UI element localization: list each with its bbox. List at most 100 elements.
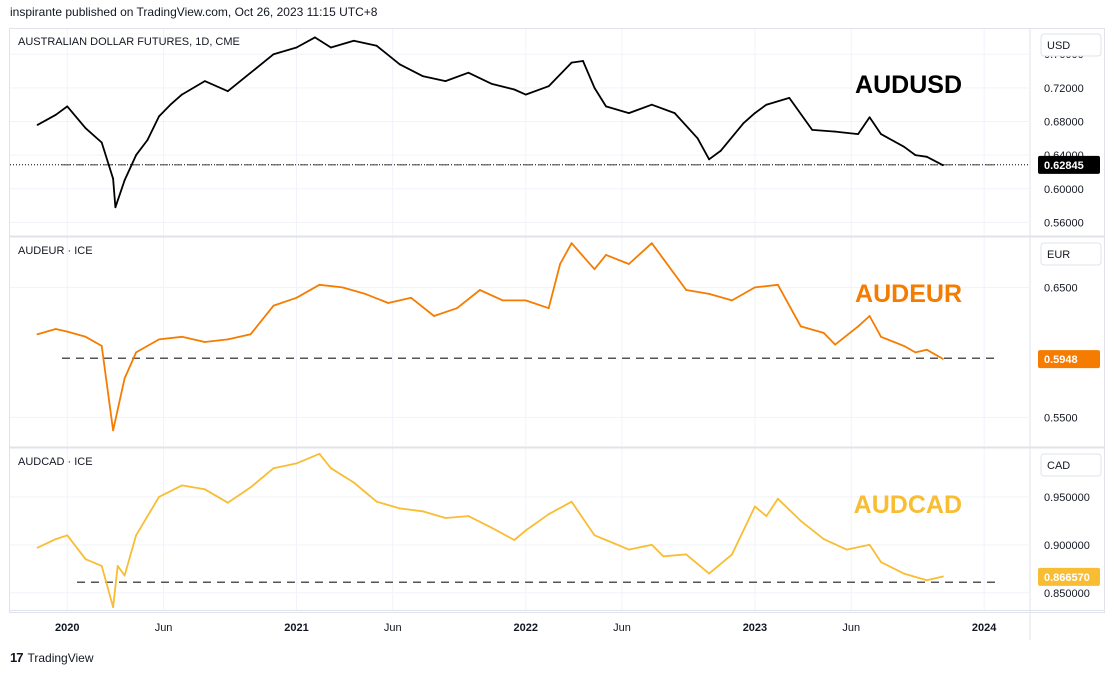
price-data-point	[112, 177, 115, 180]
price-data-point	[112, 429, 115, 432]
last-price-value: 0.5948	[1044, 354, 1078, 366]
price-data-point	[524, 529, 527, 532]
price-data-point	[708, 158, 711, 161]
price-data-point	[36, 123, 39, 126]
price-data-point	[662, 257, 665, 260]
price-data-point	[116, 565, 119, 567]
y-tick-label: 0.950000	[1044, 492, 1090, 504]
currency-unit-label: EUR	[1047, 249, 1070, 261]
price-data-point	[84, 335, 87, 338]
price-data-point	[456, 307, 458, 310]
price-data-point	[54, 538, 57, 540]
price-data-point	[421, 75, 424, 77]
price-data-point	[731, 299, 733, 302]
instrument-big-label: AUDEUR	[855, 280, 962, 308]
price-data-point	[158, 496, 160, 498]
pane-title: AUDEUR · ICE	[18, 245, 93, 257]
price-data-point	[627, 112, 630, 114]
price-data-point	[249, 71, 252, 74]
price-data-point	[742, 122, 745, 125]
price-data-point	[375, 44, 378, 47]
price-data-point	[158, 338, 160, 341]
price-data-point	[627, 263, 630, 265]
y-tick-label: 0.6500	[1044, 282, 1078, 294]
price-data-point	[329, 467, 332, 470]
last-price-tag	[1038, 155, 1100, 174]
price-data-point	[421, 510, 424, 513]
price-data-point	[203, 488, 206, 491]
price-data-point	[754, 286, 756, 289]
price-data-point	[765, 515, 768, 517]
price-data-point	[433, 315, 435, 317]
instrument-big-label: AUDCAD	[854, 491, 962, 519]
price-data-point	[719, 150, 722, 152]
price-data-point	[547, 513, 550, 516]
price-data-point	[570, 500, 573, 503]
price-data-point	[54, 328, 57, 330]
price-data-point	[754, 505, 756, 508]
tradingview-footer[interactable]: 17 TradingView	[10, 650, 94, 665]
price-data-point	[352, 481, 355, 484]
currency-unit-box: CAD	[1040, 453, 1102, 477]
price-data-point	[387, 302, 390, 304]
price-data-point	[467, 515, 470, 517]
price-data-point	[731, 553, 733, 556]
price-data-point	[84, 127, 87, 130]
price-data-point	[66, 534, 69, 537]
currency-unit-frame	[1040, 33, 1102, 57]
price-data-point	[123, 574, 126, 577]
price-data-point	[903, 145, 905, 148]
price-data-point	[398, 507, 401, 510]
price-data-point	[834, 343, 837, 346]
price-data-point	[444, 517, 447, 519]
price-data-point	[857, 133, 859, 136]
price-data-point	[467, 71, 470, 74]
last-price-tag	[1038, 350, 1100, 369]
price-data-point	[375, 500, 378, 503]
pane-audusd: 0.760000.720000.680000.640000.600000.560…	[10, 33, 1102, 229]
price-series-line	[37, 36, 944, 209]
price-data-point	[914, 154, 917, 157]
price-data-point	[295, 462, 298, 465]
currency-unit-box: EUR	[1040, 242, 1102, 266]
price-data-point	[650, 103, 653, 106]
price-data-point	[593, 268, 596, 271]
price-data-point	[181, 93, 183, 96]
pane-audeur: 0.6500 0.5500 EUR AUDEUR · ICE AUDEUR 0.5948	[10, 235, 1104, 432]
price-data-point	[341, 286, 344, 289]
last-price-value: 0.62845	[1044, 160, 1084, 172]
price-data-point	[249, 333, 252, 336]
price-data-point	[925, 348, 928, 351]
instrument-big-label: AUDUSD	[855, 71, 962, 99]
price-data-point	[559, 263, 562, 265]
price-data-point	[673, 112, 676, 114]
pane-audcad: 0.950000 0.900000 0.850000 CAD AUDCAD · ICE A…	[10, 446, 1104, 609]
price-data-point	[318, 283, 321, 286]
price-data-point	[146, 139, 149, 141]
price-data-point	[226, 338, 229, 341]
price-data-point	[605, 539, 607, 541]
price-data-point	[708, 572, 711, 575]
price-data-point	[941, 358, 944, 360]
tradingview-logo-icon: 17	[10, 650, 24, 665]
price-data-point	[203, 341, 206, 343]
y-tick-label: 0.5500	[1044, 412, 1078, 424]
price-data-point	[513, 88, 516, 91]
price-data-point	[226, 90, 229, 93]
price-data-point	[84, 558, 87, 561]
price-data-point	[513, 539, 516, 541]
last-price-value: 0.866570	[1044, 572, 1090, 584]
price-data-point	[66, 330, 69, 333]
price-data-point	[570, 61, 573, 64]
currency-unit-label: CAD	[1047, 460, 1070, 472]
price-data-point	[776, 497, 779, 500]
x-tick-label: 2022	[513, 622, 537, 634]
publish-header: inspirante published on TradingView.com,…	[10, 5, 378, 19]
price-series-line	[37, 452, 944, 608]
last-price-tag	[1038, 567, 1100, 586]
x-tick-label: Jun	[613, 622, 631, 634]
price-data-point	[318, 452, 321, 455]
price-data-point	[582, 60, 584, 62]
price-data-point	[158, 115, 160, 118]
price-data-point	[123, 377, 126, 380]
